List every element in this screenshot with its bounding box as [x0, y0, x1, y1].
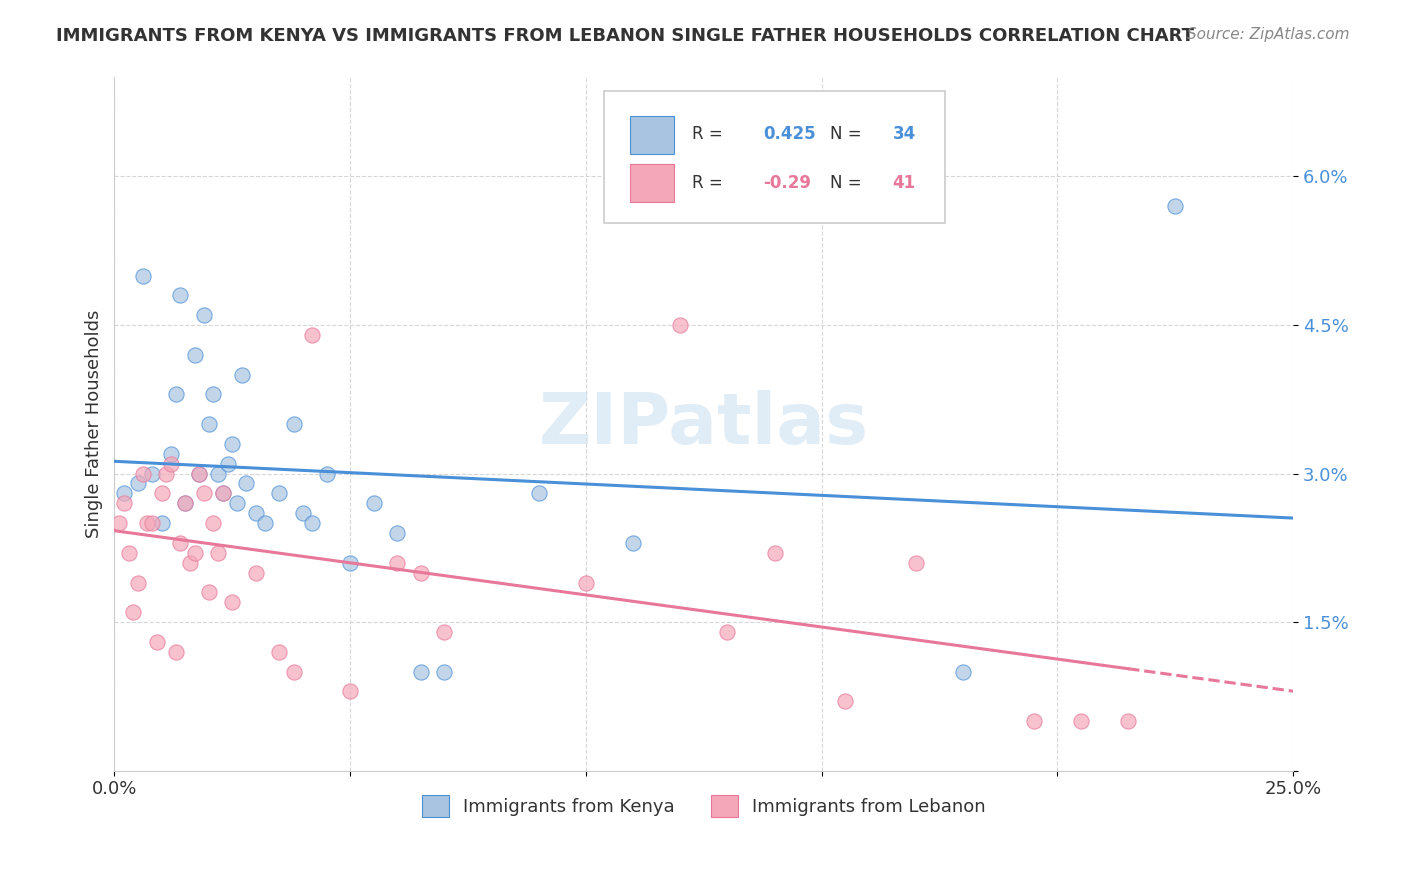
Text: 0.425: 0.425	[763, 125, 815, 144]
Point	[212, 486, 235, 500]
Point	[269, 645, 291, 659]
Point	[174, 496, 197, 510]
Text: R =: R =	[692, 125, 728, 144]
Bar	[630, 164, 675, 202]
Point	[141, 516, 163, 530]
Point	[283, 665, 305, 679]
Point	[197, 585, 219, 599]
Point	[112, 486, 135, 500]
Point	[301, 327, 323, 342]
Point	[108, 516, 131, 530]
Text: -0.29: -0.29	[763, 174, 811, 192]
Point	[165, 645, 187, 659]
Point	[292, 506, 315, 520]
Point	[221, 437, 243, 451]
Point	[127, 476, 149, 491]
Point	[363, 496, 385, 510]
Point	[254, 516, 277, 530]
Point	[226, 496, 249, 510]
Point	[1164, 199, 1187, 213]
Point	[160, 447, 183, 461]
Text: ZIPatlas: ZIPatlas	[538, 390, 869, 458]
Point	[131, 467, 153, 481]
Point	[188, 467, 211, 481]
Point	[207, 467, 229, 481]
Point	[197, 417, 219, 431]
Text: 41: 41	[893, 174, 915, 192]
Point	[174, 496, 197, 510]
Point	[621, 536, 644, 550]
Text: Source: ZipAtlas.com: Source: ZipAtlas.com	[1187, 27, 1350, 42]
Point	[339, 556, 361, 570]
Point	[188, 467, 211, 481]
Point	[952, 665, 974, 679]
Point	[245, 506, 267, 520]
Point	[409, 566, 432, 580]
Point	[136, 516, 159, 530]
Text: IMMIGRANTS FROM KENYA VS IMMIGRANTS FROM LEBANON SINGLE FATHER HOUSEHOLDS CORREL: IMMIGRANTS FROM KENYA VS IMMIGRANTS FROM…	[56, 27, 1194, 45]
Y-axis label: Single Father Households: Single Father Households	[86, 310, 103, 538]
Text: R =: R =	[692, 174, 728, 192]
Point	[387, 556, 409, 570]
Point	[575, 575, 598, 590]
Point	[527, 486, 550, 500]
Point	[160, 457, 183, 471]
Point	[150, 516, 173, 530]
Point	[146, 635, 169, 649]
Point	[387, 526, 409, 541]
Point	[433, 665, 456, 679]
Point	[207, 546, 229, 560]
Point	[127, 575, 149, 590]
Point	[763, 546, 786, 560]
Point	[834, 694, 856, 708]
Legend: Immigrants from Kenya, Immigrants from Lebanon: Immigrants from Kenya, Immigrants from L…	[415, 788, 993, 824]
Point	[169, 288, 191, 302]
Point	[716, 625, 738, 640]
Point	[183, 348, 205, 362]
Point	[183, 546, 205, 560]
Point	[179, 556, 201, 570]
Point	[245, 566, 267, 580]
Point	[131, 268, 153, 283]
Text: N =: N =	[830, 174, 868, 192]
Point	[409, 665, 432, 679]
Bar	[630, 116, 675, 153]
Point	[339, 684, 361, 698]
Point	[235, 476, 257, 491]
Point	[117, 546, 139, 560]
Point	[217, 457, 239, 471]
Point	[231, 368, 253, 382]
Point	[315, 467, 337, 481]
Point	[212, 486, 235, 500]
Point	[301, 516, 323, 530]
Text: N =: N =	[830, 125, 868, 144]
Point	[165, 387, 187, 401]
Point	[193, 486, 215, 500]
Point	[669, 318, 692, 332]
Point	[122, 605, 145, 619]
Point	[1070, 714, 1092, 728]
Point	[269, 486, 291, 500]
Text: 34: 34	[893, 125, 915, 144]
FancyBboxPatch shape	[603, 91, 945, 223]
Point	[904, 556, 927, 570]
Point	[1116, 714, 1139, 728]
Point	[433, 625, 456, 640]
Point	[150, 486, 173, 500]
Point	[221, 595, 243, 609]
Point	[141, 467, 163, 481]
Point	[202, 387, 225, 401]
Point	[193, 308, 215, 322]
Point	[283, 417, 305, 431]
Point	[112, 496, 135, 510]
Point	[202, 516, 225, 530]
Point	[169, 536, 191, 550]
Point	[155, 467, 177, 481]
Point	[1022, 714, 1045, 728]
